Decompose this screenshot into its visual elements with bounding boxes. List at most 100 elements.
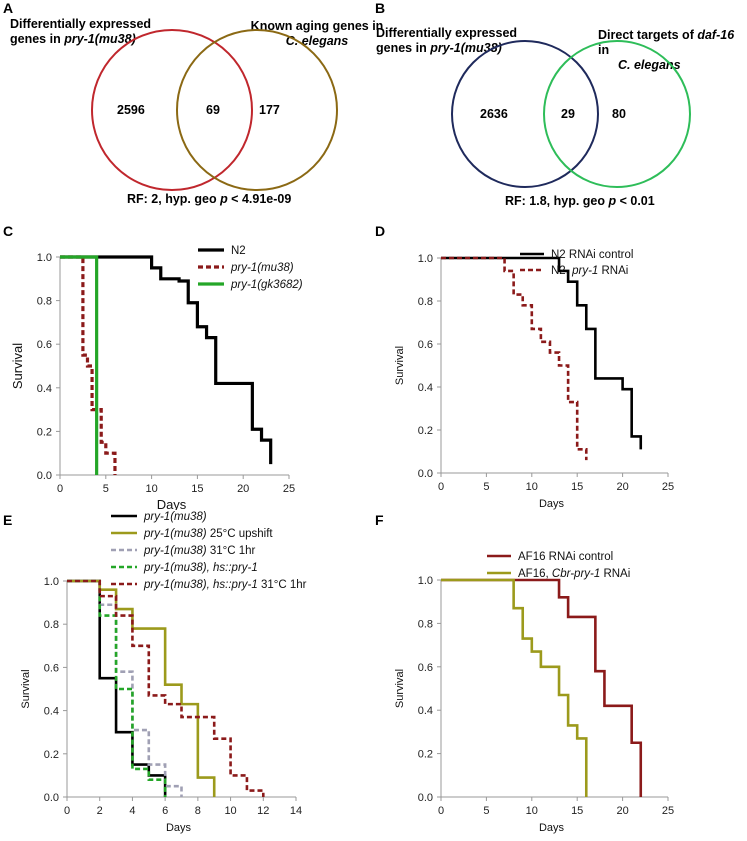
- chart-d-ytick-label: 0.2: [418, 425, 433, 437]
- chart-d-ytick-label: 0.0: [418, 468, 433, 480]
- chart-c-xtick-label: 25: [283, 483, 295, 495]
- venn-b-left-count: 2636: [480, 107, 508, 121]
- chart-c-xtick-label: 10: [145, 483, 157, 495]
- venn-a-right-circle: [176, 29, 338, 191]
- chart-e-xtick-label: 2: [97, 805, 103, 817]
- chart-e-xtick-label: 10: [224, 805, 236, 817]
- chart-f-series-af16-cbr-pry-1-rnai: [441, 578, 588, 797]
- chart-f-ytick-label: 0.6: [418, 662, 433, 674]
- chart-c-legend-label-pry-1-gk3682: pry-1(gk3682): [230, 279, 303, 291]
- venn-a-left-count: 2596: [117, 103, 145, 117]
- chart-d-legend-label-n2-rnai-control: N2 RNAi control: [551, 249, 633, 261]
- venn-b-left-circle: [451, 40, 599, 188]
- chart-d-series-n2-rnai-control: [441, 256, 643, 450]
- chart-f-xtick-label: 25: [662, 805, 674, 817]
- chart-c-xtick-label: 15: [191, 483, 203, 495]
- chart-e-legend-label-pry-1-mu38-25-c-upshift: pry-1(mu38) 25°C upshift: [143, 528, 273, 540]
- chart-c-ytick-label: 0.4: [37, 383, 52, 395]
- chart-f-ytick-label: 0.2: [418, 749, 433, 761]
- chart-f-ytick-label: 1.0: [418, 575, 433, 587]
- chart-d-xtick-label: 15: [571, 481, 583, 493]
- chart-d-ytick-label: 0.8: [418, 296, 433, 308]
- chart-e-xtick-label: 8: [195, 805, 201, 817]
- panel-label-f: F: [375, 512, 384, 528]
- chart-c-series-pry-1-mu38: [60, 255, 117, 475]
- chart-e-xtick-label: 4: [129, 805, 135, 817]
- chart-e-ytick-label: 0.8: [44, 619, 59, 631]
- chart-c-legend-label-pry-1-mu38: pry-1(mu38): [230, 262, 294, 274]
- chart-d-xtick-label: 0: [438, 481, 444, 493]
- chart-c-xtick-label: 5: [103, 483, 109, 495]
- venn-a-overlap-count: 69: [206, 103, 220, 117]
- chart-c-xlabel: Days: [157, 497, 187, 510]
- chart-e-legend-label-pry-1-mu38-hs-pry-1: pry-1(mu38), hs::pry-1: [143, 562, 258, 574]
- chart-e-legend-label-pry-1-mu38-hs-pry-1-31-c-1hr: pry-1(mu38), hs::pry-1 31°C 1hr: [143, 579, 307, 591]
- chart-d-xtick-label: 20: [616, 481, 628, 493]
- chart-e-legend-label-pry-1-mu38-31-c-1hr: pry-1(mu38) 31°C 1hr: [143, 545, 256, 557]
- chart-d-ylabel: Survival: [394, 346, 406, 385]
- chart-c-xtick-label: 20: [237, 483, 249, 495]
- panel-label-e: E: [3, 512, 13, 528]
- chart-c-ytick-label: 0.8: [37, 296, 52, 308]
- chart-d-ytick-label: 0.4: [418, 382, 433, 394]
- chart-d-xlabel: Days: [539, 498, 565, 510]
- chart-e-series-pry-1-mu38-25-c-upshift: [67, 579, 216, 797]
- chart-f-legend-label-af16-rnai-control: AF16 RNAi control: [518, 551, 613, 563]
- panel-label-b: B: [375, 0, 386, 16]
- chart-c-legend-label-n2: N2: [231, 245, 246, 257]
- chart-f-legend-label-af16-cbr-pry-1-rnai: AF16, Cbr-pry-1 RNAi: [518, 568, 630, 580]
- venn-a-left-title: Differentially expressed genes in pry-1(…: [10, 17, 152, 46]
- chart-f-xtick-label: 5: [483, 805, 489, 817]
- chart-e-ytick-label: 0.6: [44, 662, 59, 674]
- venn-a: [91, 29, 338, 191]
- panel-label-a: A: [3, 0, 14, 16]
- chart-e-xlabel: Days: [166, 822, 192, 834]
- chart-c-ytick-label: 1.0: [37, 252, 52, 264]
- survival-chart-e: 0 2 4 6 8 10 12 14 0.0 0.2 0.4 0.6 0.8 1.0 Days Surviva…: [20, 511, 307, 834]
- chart-d-xtick-label: 25: [662, 481, 674, 493]
- venn-b: [451, 40, 691, 188]
- chart-f-series-af16-rnai-control: [441, 578, 643, 797]
- chart-d-ytick-label: 0.6: [418, 339, 433, 351]
- venn-a-stat: RF: 2, hyp. geo p < 4.91e-09: [127, 192, 292, 206]
- chart-e-xtick-label: 0: [64, 805, 70, 817]
- survival-chart-d: 0 5 10 15 20 25 0.0 0.2 0.4 0.6 0.8 1.0 Days Survival…: [394, 249, 674, 510]
- chart-f-ytick-label: 0.4: [418, 705, 433, 717]
- chart-e-series-pry-1-mu38-hs-pry-1-31-c-1hr: [67, 579, 265, 797]
- chart-f-ylabel: Survival: [394, 669, 406, 708]
- panel-label-d: D: [375, 223, 386, 239]
- venn-b-right-count: 80: [612, 107, 626, 121]
- chart-e-xtick-label: 12: [257, 805, 269, 817]
- venn-b-right-title: Direct targets of daf-16 in C. elegans: [598, 28, 735, 72]
- chart-e-legend-label-pry-1-mu38: pry-1(mu38): [143, 511, 207, 523]
- chart-f-xtick-label: 15: [571, 805, 583, 817]
- chart-d-xtick-label: 5: [483, 481, 489, 493]
- chart-f-ytick-label: 0.0: [418, 792, 433, 804]
- chart-f-ytick-label: 0.8: [418, 618, 433, 630]
- venn-a-left-circle: [91, 29, 253, 191]
- chart-e-ytick-label: 0.2: [44, 749, 59, 761]
- chart-d-legend-label-n2-pry-1-rnai: N2, pry-1 RNAi: [551, 265, 628, 277]
- chart-f-xtick-label: 20: [616, 805, 628, 817]
- chart-f-xtick-label: 10: [526, 805, 538, 817]
- chart-f-xlabel: Days: [539, 822, 565, 834]
- chart-d-ytick-label: 1.0: [418, 253, 433, 265]
- chart-e-ytick-label: 0.4: [44, 706, 59, 718]
- venn-b-overlap-count: 29: [561, 107, 575, 121]
- chart-d-xtick-label: 10: [526, 481, 538, 493]
- chart-c-ylabel: Survival: [10, 343, 25, 389]
- venn-b-left-title: Differentially expressed genes in pry-1(…: [376, 26, 518, 55]
- venn-b-right-circle: [543, 40, 691, 188]
- chart-f-xtick-label: 0: [438, 805, 444, 817]
- chart-c-xtick-label: 0: [57, 483, 63, 495]
- chart-e-ytick-label: 0.0: [44, 792, 59, 804]
- chart-c-series-pry-1-gk3682: [60, 255, 99, 475]
- chart-d-series-n2-pry-1-rnai: [441, 256, 588, 461]
- venn-b-stat: RF: 1.8, hyp. geo p < 0.01: [505, 194, 655, 208]
- chart-c-ytick-label: 0.6: [37, 339, 52, 351]
- chart-e-xtick-label: 6: [162, 805, 168, 817]
- chart-e-xtick-label: 14: [290, 805, 302, 817]
- panel-label-c: C: [3, 223, 14, 239]
- chart-e-series-pry-1-mu38-31-c-1hr: [67, 579, 183, 797]
